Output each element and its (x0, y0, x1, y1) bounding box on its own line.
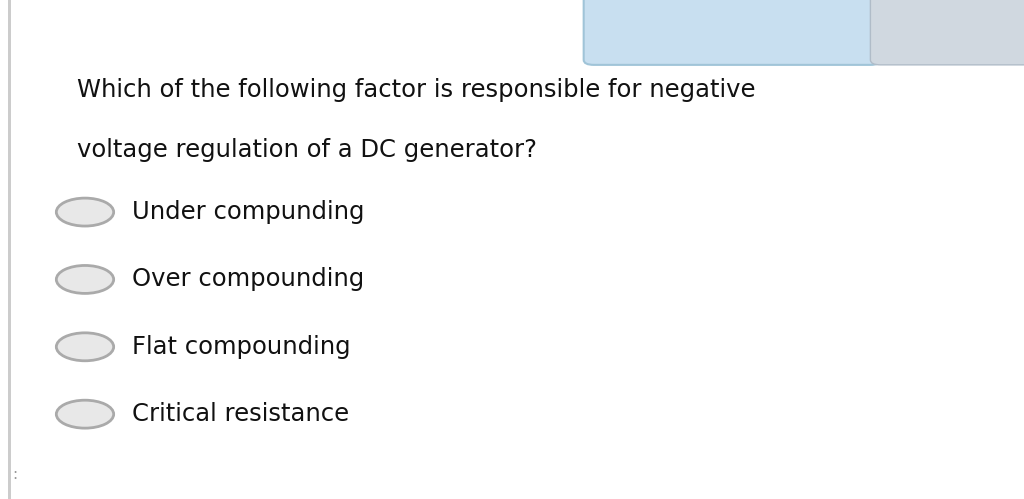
Circle shape (56, 400, 114, 428)
Circle shape (56, 333, 114, 361)
Text: Flat compounding: Flat compounding (132, 335, 351, 359)
Text: voltage regulation of a DC generator?: voltage regulation of a DC generator? (77, 138, 537, 162)
FancyBboxPatch shape (584, 0, 881, 65)
Text: :: : (12, 467, 17, 482)
Bar (8, 0, 11, 499)
Circle shape (56, 198, 114, 226)
Text: Under compunding: Under compunding (132, 200, 365, 224)
Circle shape (56, 265, 114, 293)
Text: Over compounding: Over compounding (132, 267, 365, 291)
Text: Which of the following factor is responsible for negative: Which of the following factor is respons… (77, 78, 756, 102)
Text: Critical resistance: Critical resistance (132, 402, 349, 426)
FancyBboxPatch shape (870, 0, 1024, 65)
